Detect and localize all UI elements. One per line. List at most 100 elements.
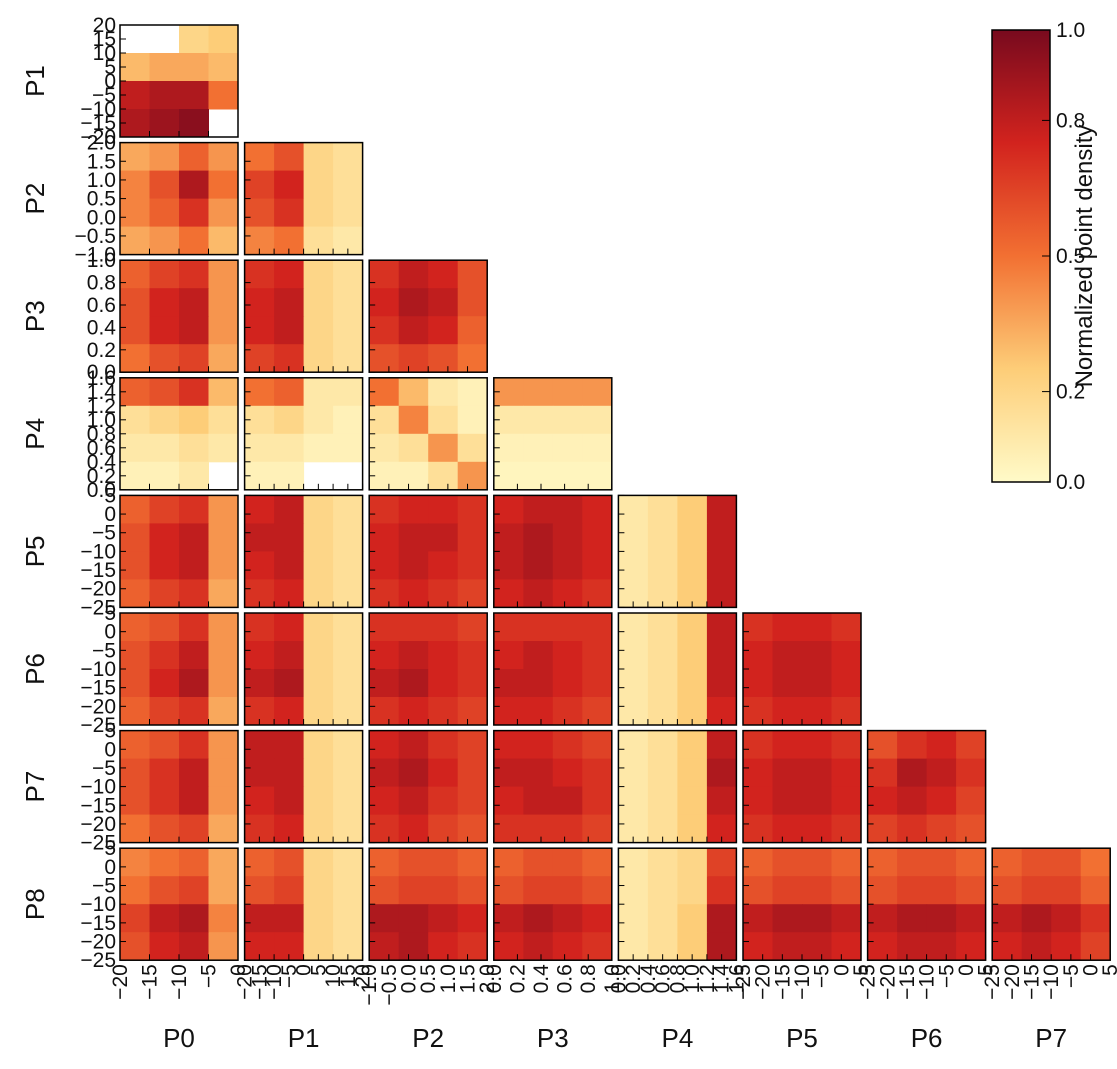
density-cell xyxy=(179,786,209,816)
density-cell xyxy=(333,316,364,345)
x-tick-label: −15 xyxy=(139,964,162,1000)
y-tick-label: −25 xyxy=(80,596,116,619)
density-cell xyxy=(831,848,862,877)
density-cell xyxy=(926,848,957,877)
density-cell xyxy=(493,613,524,642)
density-cell xyxy=(457,405,488,435)
density-cell xyxy=(179,461,209,491)
density-cell xyxy=(802,932,832,961)
x-tick-label: 1.0 xyxy=(681,964,704,993)
density-cell xyxy=(523,697,554,726)
density-cell xyxy=(244,730,275,760)
density-cell xyxy=(179,81,209,110)
density-cell xyxy=(1021,932,1052,961)
density-cell xyxy=(582,876,613,905)
density-cell xyxy=(831,669,862,698)
y-tick-label: −5 xyxy=(92,84,116,107)
density-cell xyxy=(647,495,678,524)
density-cell xyxy=(120,344,150,373)
density-cell xyxy=(398,669,429,698)
density-cell xyxy=(398,786,429,816)
density-cell xyxy=(552,730,583,760)
x-tick-label: 0.8 xyxy=(666,964,689,993)
density-cell xyxy=(208,904,239,933)
x-tick-label: −10 xyxy=(916,964,939,1000)
x-tick-label: 1.5 xyxy=(457,964,480,993)
density-cell xyxy=(149,53,180,82)
density-cell xyxy=(149,579,180,608)
density-cell xyxy=(706,730,737,760)
density-cell xyxy=(208,226,239,256)
density-cell xyxy=(706,758,737,788)
density-cell xyxy=(274,876,305,905)
x-tick-label: 15 xyxy=(337,964,360,987)
y-axis-label: P5 xyxy=(20,535,50,567)
x-axis-label: P6 xyxy=(911,1023,943,1053)
density-cell xyxy=(333,405,364,435)
density-cell xyxy=(831,758,862,788)
density-cell xyxy=(303,142,334,172)
density-cell xyxy=(706,551,737,580)
y-tick-label: 0.6 xyxy=(87,437,116,460)
x-tick-label: −10 xyxy=(263,964,286,1000)
x-tick-label: 20 xyxy=(352,964,375,987)
x-tick-label: 1.0 xyxy=(437,964,460,993)
x-tick-label: 0.6 xyxy=(554,964,577,993)
y-axis-label: P7 xyxy=(20,771,50,803)
density-cell xyxy=(457,260,488,289)
density-cell xyxy=(647,786,678,816)
density-cell xyxy=(677,551,708,580)
density-cell xyxy=(274,523,305,552)
density-cell xyxy=(647,848,678,877)
density-cell xyxy=(897,730,928,760)
density-cell xyxy=(493,932,524,961)
density-cell xyxy=(244,848,275,877)
density-cell xyxy=(926,904,957,933)
y-tick-label: 0.5 xyxy=(87,188,116,211)
density-cell xyxy=(647,758,678,788)
density-cell xyxy=(428,876,459,905)
density-cell xyxy=(149,932,180,961)
density-cell xyxy=(120,669,150,698)
density-cell xyxy=(208,81,239,110)
y-tick-label: −15 xyxy=(80,112,116,135)
density-cell xyxy=(647,904,678,933)
density-cell xyxy=(956,814,987,844)
density-cell xyxy=(179,495,209,524)
x-tick-label: −15 xyxy=(771,964,794,1000)
density-cell xyxy=(120,316,150,345)
y-tick-label: 20 xyxy=(93,14,116,37)
x-tick-label: 0 xyxy=(293,964,316,976)
density-cell xyxy=(802,697,832,726)
y-tick-label: 0 xyxy=(104,738,116,761)
y-tick-label: −25 xyxy=(80,949,116,972)
x-tick-label: −20 xyxy=(234,964,257,1000)
density-cell xyxy=(120,814,150,844)
density-cell xyxy=(677,848,708,877)
density-cell xyxy=(120,876,150,905)
x-tick-label: −25 xyxy=(981,964,1004,1000)
density-cell xyxy=(274,198,305,228)
density-cell xyxy=(802,786,832,816)
density-cell xyxy=(369,904,400,933)
x-tick-label: 0.4 xyxy=(530,964,553,994)
y-tick-label: 2.0 xyxy=(87,132,116,155)
y-tick-label: −5 xyxy=(92,757,116,780)
density-cell xyxy=(369,579,400,608)
density-cell xyxy=(149,613,180,642)
density-cell xyxy=(992,876,1023,905)
density-cell xyxy=(1051,904,1082,933)
density-cell xyxy=(369,316,400,345)
density-cell xyxy=(333,551,364,580)
density-cell xyxy=(274,904,305,933)
density-cell xyxy=(428,786,459,816)
colorbar-tick-label: 1.0 xyxy=(1056,19,1085,42)
density-cell xyxy=(179,848,209,877)
density-cell xyxy=(149,523,180,552)
density-cell xyxy=(647,876,678,905)
density-cell xyxy=(956,848,987,877)
density-cell xyxy=(831,641,862,670)
x-tick-label: 5 xyxy=(1099,964,1117,976)
density-cell xyxy=(398,316,429,345)
density-cell xyxy=(831,613,862,642)
